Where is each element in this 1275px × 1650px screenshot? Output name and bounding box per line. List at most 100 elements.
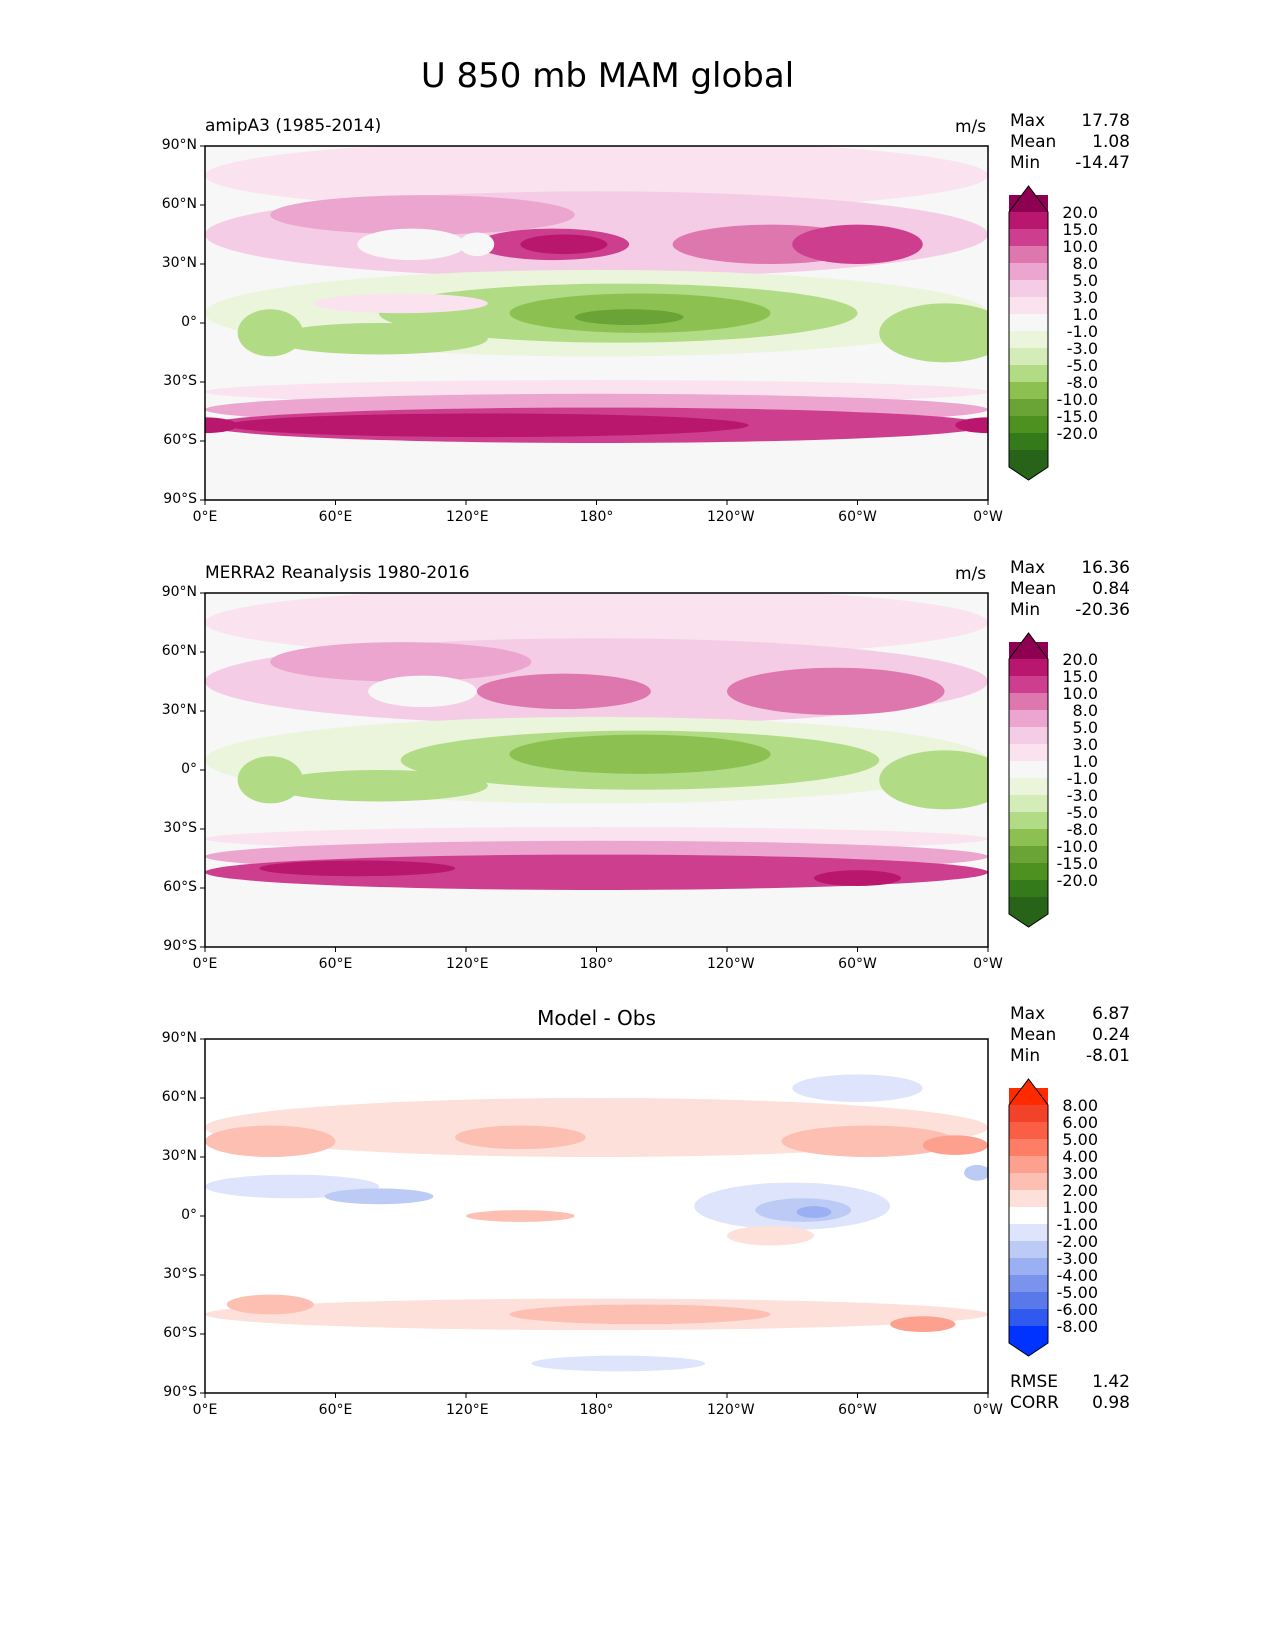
contour-region bbox=[955, 417, 988, 434]
colorbar-segment bbox=[1009, 246, 1048, 264]
colorbar-segment bbox=[1009, 710, 1048, 728]
colorbar-segment bbox=[1009, 812, 1048, 830]
lon-tick-label: 60°E bbox=[318, 1402, 353, 1418]
colorbar bbox=[1008, 632, 1049, 928]
contour-region bbox=[879, 303, 988, 363]
stat-value-rmse: 1.42 bbox=[1092, 1372, 1130, 1392]
colorbar-outline bbox=[1008, 632, 1049, 928]
contour-region bbox=[237, 309, 303, 357]
contour-region bbox=[509, 1304, 771, 1325]
map-panel-3 bbox=[200, 1038, 989, 1398]
figure-title: U 850 mb MAM global bbox=[420, 56, 795, 96]
lat-tick-label: 60°N bbox=[161, 643, 197, 659]
lat-tick-label: 90°S bbox=[163, 938, 197, 954]
colorbar-tick-label: 2.00 bbox=[1062, 1181, 1098, 1200]
contour-region bbox=[205, 1125, 336, 1158]
lon-tick-label: 180° bbox=[579, 1402, 614, 1418]
lat-tick-label: 90°N bbox=[161, 1030, 197, 1046]
contour-region bbox=[368, 675, 477, 708]
contour-region bbox=[259, 860, 456, 877]
colorbar-tick-label: 10.0 bbox=[1062, 684, 1098, 703]
lat-tick-label: 30°N bbox=[161, 1148, 197, 1164]
colorbar-tick-label: -6.00 bbox=[1056, 1300, 1098, 1319]
colorbar-tick-label: 5.00 bbox=[1062, 1130, 1098, 1149]
lat-tick-label: 30°S bbox=[163, 1266, 197, 1282]
stat-label-mean: Mean bbox=[1010, 132, 1057, 152]
colorbar-tick-label: -1.0 bbox=[1066, 769, 1098, 788]
colorbar-segment bbox=[1009, 314, 1048, 332]
colorbar-segment bbox=[1009, 846, 1048, 864]
stat-value-mean: 0.24 bbox=[1092, 1025, 1130, 1045]
contour-region bbox=[781, 1125, 956, 1158]
contour-region bbox=[459, 232, 495, 257]
colorbar-tick-label: 10.0 bbox=[1062, 237, 1098, 256]
colorbar-segment bbox=[1009, 1207, 1048, 1225]
colorbar-tick-label: -2.00 bbox=[1056, 1232, 1098, 1251]
contour-region bbox=[727, 1225, 814, 1246]
lat-tick-label: 30°N bbox=[161, 702, 197, 718]
colorbar-segment bbox=[1009, 1105, 1048, 1123]
colorbar-segment bbox=[1009, 880, 1048, 898]
lon-tick-label: 0°E bbox=[192, 1402, 218, 1418]
stat-label-max: Max bbox=[1010, 558, 1046, 578]
colorbar-segment bbox=[1009, 863, 1048, 881]
stat-value-min: -8.01 bbox=[1086, 1046, 1130, 1066]
lat-tick-label: 30°N bbox=[161, 255, 197, 271]
contour-region bbox=[890, 1316, 956, 1333]
contour-region bbox=[226, 413, 749, 438]
contour-region bbox=[357, 228, 466, 261]
lat-tick-label: 0° bbox=[181, 761, 197, 777]
colorbar-tick-label: 1.0 bbox=[1072, 752, 1098, 771]
lat-tick-label: 30°S bbox=[163, 820, 197, 836]
colorbar bbox=[1008, 1078, 1049, 1357]
colorbar-tick-label: 3.0 bbox=[1072, 288, 1098, 307]
colorbar-tick-label: -10.0 bbox=[1056, 837, 1098, 856]
stat-label-min: Min bbox=[1010, 600, 1041, 620]
colorbar-segment bbox=[1009, 761, 1048, 779]
lon-tick-label: 60°W bbox=[838, 509, 877, 525]
lat-tick-label: 90°S bbox=[163, 1384, 197, 1400]
colorbar-extend-bottom bbox=[1009, 467, 1048, 480]
lon-tick-label: 120°W bbox=[707, 509, 755, 525]
colorbar-tick-label: -5.00 bbox=[1056, 1283, 1098, 1302]
units-label: m/s bbox=[955, 564, 987, 584]
colorbar-segment bbox=[1009, 1190, 1048, 1208]
map-panel-1 bbox=[200, 145, 989, 505]
colorbar-segment bbox=[1009, 1241, 1048, 1259]
colorbar-tick-label: 8.00 bbox=[1062, 1096, 1098, 1115]
colorbar-tick-label: 3.0 bbox=[1072, 735, 1098, 754]
colorbar-segment bbox=[1009, 693, 1048, 711]
colorbar-tick-label: -15.0 bbox=[1056, 854, 1098, 873]
lat-tick-label: 60°S bbox=[163, 879, 197, 895]
stat-value-max: 6.87 bbox=[1092, 1004, 1130, 1024]
colorbar-segment bbox=[1009, 1309, 1048, 1327]
colorbar-segment bbox=[1009, 229, 1048, 247]
stat-value-min: -20.36 bbox=[1075, 600, 1130, 620]
colorbar-tick-label: 15.0 bbox=[1062, 220, 1098, 239]
lon-tick-label: 120°W bbox=[707, 956, 755, 972]
lat-tick-label: 30°S bbox=[163, 373, 197, 389]
stat-label-mean: Mean bbox=[1010, 1025, 1057, 1045]
colorbar-segment bbox=[1009, 382, 1048, 400]
contour-region bbox=[796, 1206, 832, 1218]
stat-value-max: 16.36 bbox=[1081, 558, 1130, 578]
panel-title: Model - Obs bbox=[537, 1006, 656, 1030]
colorbar-segment bbox=[1009, 399, 1048, 417]
stat-value-min: -14.47 bbox=[1075, 153, 1130, 173]
contour-region bbox=[879, 750, 988, 810]
lon-tick-label: 120°E bbox=[446, 956, 489, 972]
lon-tick-label: 0°W bbox=[973, 1402, 1003, 1418]
colorbar-tick-label: 15.0 bbox=[1062, 667, 1098, 686]
stat-value-corr: 0.98 bbox=[1092, 1393, 1130, 1413]
colorbar-tick-label: 3.00 bbox=[1062, 1164, 1098, 1183]
lon-tick-label: 0°W bbox=[973, 956, 1003, 972]
colorbar-segment bbox=[1009, 659, 1048, 677]
contour-region bbox=[324, 1188, 434, 1205]
colorbar-tick-label: 6.00 bbox=[1062, 1113, 1098, 1132]
contour-region bbox=[509, 734, 771, 774]
stat-value-mean: 1.08 bbox=[1092, 132, 1130, 152]
colorbar-segment bbox=[1009, 450, 1048, 468]
colorbar-segment bbox=[1009, 212, 1048, 230]
contour-region bbox=[205, 593, 988, 658]
colorbar-tick-label: -5.0 bbox=[1066, 803, 1098, 822]
